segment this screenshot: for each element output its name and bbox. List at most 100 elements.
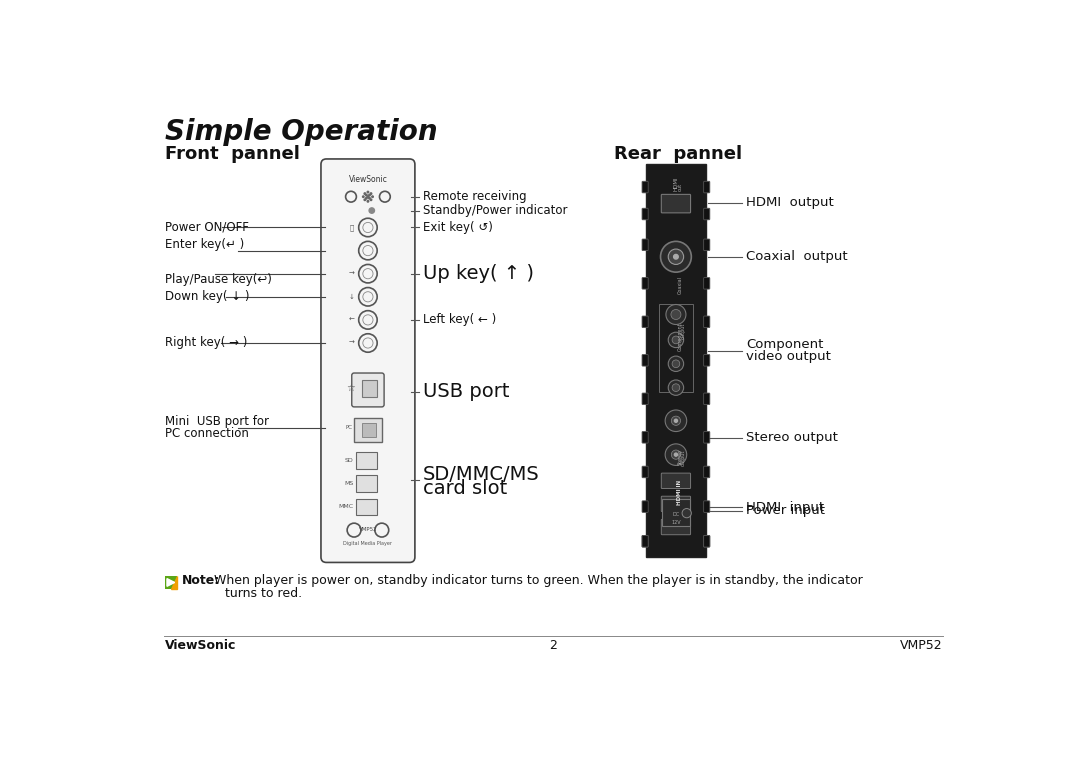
Bar <box>662 499 690 526</box>
FancyBboxPatch shape <box>321 159 415 562</box>
FancyBboxPatch shape <box>661 195 690 213</box>
Text: When player is power on, standby indicator turns to green. When the player is in: When player is power on, standby indicat… <box>211 575 863 587</box>
Text: ↓: ↓ <box>348 294 354 299</box>
Text: Enter key(↵ ): Enter key(↵ ) <box>164 238 244 251</box>
Circle shape <box>366 195 367 196</box>
FancyBboxPatch shape <box>642 393 648 404</box>
Circle shape <box>370 199 372 201</box>
Bar <box>354 419 382 442</box>
Circle shape <box>666 305 686 325</box>
FancyBboxPatch shape <box>704 393 710 404</box>
Circle shape <box>364 193 366 195</box>
Circle shape <box>372 196 374 198</box>
Circle shape <box>672 384 679 391</box>
Circle shape <box>367 196 368 198</box>
FancyBboxPatch shape <box>642 277 648 289</box>
FancyBboxPatch shape <box>704 536 710 547</box>
FancyBboxPatch shape <box>352 373 384 407</box>
Bar <box>646 164 706 557</box>
Bar <box>362 423 376 437</box>
Text: video output: video output <box>746 350 831 363</box>
Bar <box>355 499 377 515</box>
Polygon shape <box>171 576 177 588</box>
Text: Component: Component <box>746 338 823 351</box>
Text: Note:: Note: <box>183 575 220 587</box>
Text: Component: Component <box>677 322 683 351</box>
FancyBboxPatch shape <box>642 355 648 366</box>
Circle shape <box>363 196 364 198</box>
Text: MS: MS <box>345 481 353 486</box>
Text: Power input: Power input <box>746 505 825 518</box>
Text: USB port: USB port <box>422 382 509 401</box>
Text: Left key( ← ): Left key( ← ) <box>422 313 496 326</box>
FancyBboxPatch shape <box>642 432 648 443</box>
FancyBboxPatch shape <box>642 239 648 251</box>
Circle shape <box>364 199 366 201</box>
Text: Digital Media Player: Digital Media Player <box>343 541 392 546</box>
Text: output: output <box>681 322 686 338</box>
Circle shape <box>368 195 370 196</box>
FancyBboxPatch shape <box>704 208 710 220</box>
Circle shape <box>674 255 678 259</box>
Circle shape <box>665 410 687 432</box>
Circle shape <box>683 508 691 518</box>
Text: Coaxial  output: Coaxial output <box>746 250 848 263</box>
Circle shape <box>669 380 684 395</box>
Circle shape <box>366 198 367 199</box>
FancyBboxPatch shape <box>704 432 710 443</box>
FancyBboxPatch shape <box>642 182 648 193</box>
Text: output: output <box>681 449 686 466</box>
Text: 12V: 12V <box>671 520 680 525</box>
Text: out: out <box>677 183 683 192</box>
Circle shape <box>661 242 691 272</box>
Circle shape <box>370 193 372 195</box>
Text: VMP52: VMP52 <box>359 527 377 532</box>
Text: Mini  USB port for: Mini USB port for <box>164 415 269 428</box>
Text: PC connection: PC connection <box>164 427 248 440</box>
Circle shape <box>665 444 687 465</box>
Text: 2: 2 <box>550 639 557 652</box>
Circle shape <box>369 207 375 214</box>
Text: PC: PC <box>346 425 352 430</box>
Text: DC: DC <box>673 512 679 518</box>
FancyBboxPatch shape <box>704 316 710 328</box>
Text: ←: ← <box>348 317 354 323</box>
Text: Coaxial: Coaxial <box>677 276 683 294</box>
Bar <box>355 452 377 469</box>
Circle shape <box>674 453 677 456</box>
Circle shape <box>672 416 680 426</box>
FancyBboxPatch shape <box>704 182 710 193</box>
FancyBboxPatch shape <box>704 501 710 512</box>
Text: MMC: MMC <box>338 505 353 509</box>
FancyBboxPatch shape <box>642 316 648 328</box>
Polygon shape <box>167 578 175 586</box>
Text: VMP52: VMP52 <box>900 639 943 652</box>
Circle shape <box>672 336 679 344</box>
FancyBboxPatch shape <box>704 536 710 547</box>
Bar <box>362 380 377 397</box>
Text: →: → <box>348 340 354 346</box>
Text: turns to red.: turns to red. <box>225 587 301 600</box>
Text: →: → <box>348 271 354 277</box>
FancyBboxPatch shape <box>661 496 690 511</box>
FancyBboxPatch shape <box>704 466 710 478</box>
Circle shape <box>669 249 684 264</box>
Bar <box>355 476 377 492</box>
Text: Stereo: Stereo <box>677 449 683 465</box>
Text: SD: SD <box>345 458 353 464</box>
FancyBboxPatch shape <box>661 519 690 535</box>
Text: Standby/Power indicator: Standby/Power indicator <box>422 204 567 217</box>
FancyBboxPatch shape <box>642 208 648 220</box>
Text: Simple Operation: Simple Operation <box>164 118 437 146</box>
Text: ViewSonic: ViewSonic <box>349 175 388 184</box>
Circle shape <box>671 309 680 319</box>
Text: Play/Pause key(↩): Play/Pause key(↩) <box>164 274 271 287</box>
FancyBboxPatch shape <box>164 576 177 588</box>
FancyBboxPatch shape <box>704 277 710 289</box>
FancyBboxPatch shape <box>642 536 648 547</box>
Text: Exit key( ↺): Exit key( ↺) <box>422 221 492 234</box>
Text: Power ON/OFF: Power ON/OFF <box>164 221 248 234</box>
Text: Rear  pannel: Rear pannel <box>613 145 742 163</box>
Circle shape <box>669 332 684 347</box>
Text: HDMI IN: HDMI IN <box>677 480 683 505</box>
